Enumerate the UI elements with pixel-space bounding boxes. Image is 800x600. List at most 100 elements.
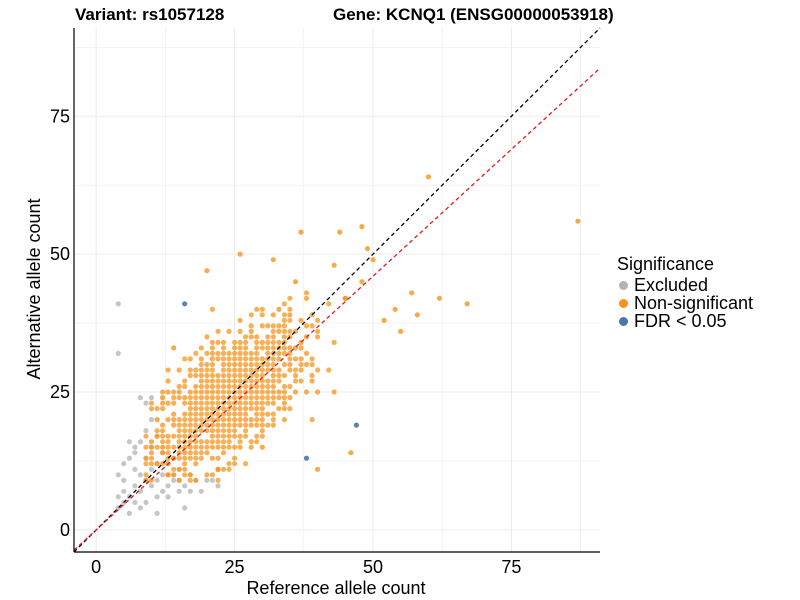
x-tick-label: 0 [91,557,101,577]
point-non-significant [209,444,215,450]
point-non-significant [259,433,265,439]
point-non-significant [209,345,215,351]
point-non-significant [276,339,282,345]
point-non-significant [143,472,149,478]
point-non-significant [165,389,171,395]
point-non-significant [220,433,227,439]
point-non-significant [237,356,243,362]
point-non-significant [237,350,243,356]
point-non-significant [254,350,260,356]
point-non-significant [215,372,221,379]
point-non-significant [248,400,254,406]
point-non-significant [176,417,182,423]
point-non-significant [270,411,276,417]
point-non-significant [204,472,210,478]
point-non-significant [226,439,232,445]
point-non-significant [254,345,260,351]
point-non-significant [165,367,171,373]
point-non-significant [254,361,260,368]
point-non-significant [276,350,282,356]
point-non-significant [220,345,227,351]
point-non-significant [182,395,188,401]
point-non-significant [148,455,155,461]
point-non-significant [232,455,238,461]
point-non-significant [243,339,249,345]
point-non-significant [243,356,249,362]
point-non-significant [182,433,188,439]
point-non-significant [237,378,243,384]
point-non-significant [209,350,215,356]
point-non-significant [198,455,204,461]
point-non-significant [292,356,299,362]
point-non-significant [309,417,315,423]
point-non-significant [209,417,215,423]
point-non-significant [193,367,199,373]
point-non-significant [160,400,166,406]
legend-label-non-significant: Non-significant [634,293,754,313]
point-non-significant [215,433,221,439]
point-non-significant [215,383,221,390]
point-non-significant [259,406,265,412]
point-non-significant [176,455,182,461]
point-non-significant [182,472,188,478]
point-non-significant [204,439,210,445]
point-non-significant [237,345,243,351]
point-non-significant [220,378,227,384]
point-non-significant [154,406,160,412]
point-non-significant [204,444,210,450]
point-non-significant [265,350,271,356]
point-non-significant [292,367,299,373]
point-non-significant [309,361,315,368]
point-non-significant [187,428,193,434]
point-non-significant [259,339,265,345]
point-non-significant [287,295,293,301]
point-non-significant [259,417,265,423]
point-non-significant [243,334,249,340]
point-non-significant [342,295,348,301]
point-non-significant [237,422,243,428]
point-non-significant [148,400,155,406]
point-non-significant [193,455,199,461]
point-non-significant [198,361,204,368]
point-non-significant [198,356,204,362]
point-non-significant [254,306,260,312]
point-non-significant [176,466,182,472]
point-non-significant [265,339,271,345]
point-non-significant [237,389,243,395]
point-non-significant [237,439,243,445]
point-non-significant [232,406,238,412]
y-axis-label: Alternative allele count [24,198,44,379]
point-excluded [137,488,143,494]
point-excluded [148,466,155,472]
point-non-significant [232,395,238,401]
point-non-significant [220,406,227,412]
point-non-significant [254,339,260,345]
point-non-significant [215,389,221,395]
point-non-significant [187,389,193,395]
point-non-significant [309,356,315,362]
point-non-significant [248,417,254,423]
point-non-significant [154,433,160,439]
point-non-significant [182,422,188,428]
point-non-significant [243,345,249,351]
point-non-significant [220,417,227,423]
point-non-significant [298,229,304,235]
point-non-significant [298,317,304,323]
point-non-significant [259,323,265,329]
point-non-significant [237,317,243,323]
point-non-significant [298,361,304,368]
point-non-significant [209,339,215,345]
x-tick-label: 75 [501,557,521,577]
point-non-significant [143,444,149,450]
point-excluded [198,488,204,494]
point-non-significant [270,361,276,368]
point-non-significant [209,433,215,439]
point-non-significant [270,257,276,263]
point-non-significant [143,461,149,467]
point-non-significant [331,389,337,395]
point-non-significant [204,395,210,401]
point-non-significant [270,356,276,362]
point-excluded [204,477,210,483]
point-non-significant [232,356,238,362]
